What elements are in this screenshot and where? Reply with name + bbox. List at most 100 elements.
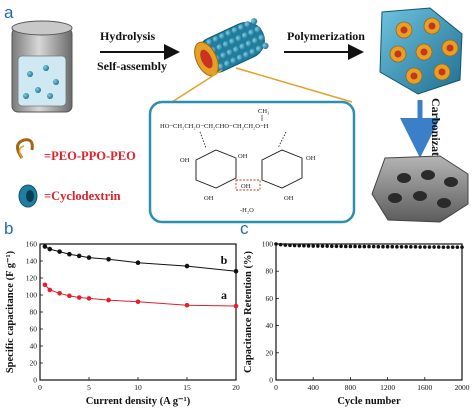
x-axis-label: Cycle number <box>337 396 401 407</box>
chem-chain-text: HO−CH₂CH₂O−CH₂CHO−CH₂CH₂O−H <box>160 123 269 130</box>
y-axis-label: Specific capacitance (F g⁻¹) <box>5 250 16 373</box>
data-point <box>450 245 455 249</box>
x-tick-label: 800 <box>345 383 357 392</box>
data-point <box>441 245 446 249</box>
rod-bead <box>225 29 232 37</box>
zoom-line-right <box>235 67 353 103</box>
chem-oh-1: OH <box>180 157 190 164</box>
legend-peo-text: =PEO-PPO-PEO <box>44 149 136 163</box>
data-point <box>288 243 292 248</box>
rod-bead <box>252 37 259 44</box>
pore-core <box>394 50 402 58</box>
data-point <box>76 253 82 259</box>
step-carbonization-label: Carbonization <box>429 98 443 172</box>
data-point <box>67 293 72 299</box>
data-point <box>106 257 111 262</box>
rod-bead <box>262 42 269 50</box>
data-point <box>330 244 334 249</box>
data-point <box>311 244 316 248</box>
rod-bead <box>258 34 265 41</box>
x-tick-label: 400 <box>308 383 320 392</box>
data-point <box>106 297 111 303</box>
rod-bead <box>219 32 226 40</box>
x-tick-label: 1200 <box>380 383 395 392</box>
chem-oh-3: OH <box>306 155 316 162</box>
data-point <box>47 246 53 252</box>
pore-core <box>438 68 446 76</box>
y-tick-label: 60 <box>30 325 38 334</box>
rod-bead <box>229 38 236 45</box>
data-point <box>76 295 82 300</box>
rod-bead <box>212 35 220 43</box>
y-tick-label: 160 <box>26 240 38 249</box>
zoom-line-left <box>171 69 223 103</box>
hexagonal-mesophase <box>379 7 463 95</box>
y-tick-label: 120 <box>26 274 38 283</box>
y-tick-label: 100 <box>262 240 274 249</box>
chem-oh-2: OH <box>238 153 248 160</box>
series-label-a: a <box>221 288 227 302</box>
data-point <box>297 243 302 248</box>
x-tick-label: 1600 <box>417 383 432 392</box>
data-point <box>446 245 450 249</box>
data-point <box>418 245 422 249</box>
y-tick-label: 80 <box>30 308 38 317</box>
data-point <box>343 244 348 249</box>
data-point <box>274 242 278 246</box>
chem-oh-bridge: OH <box>241 183 251 190</box>
data-point <box>135 260 141 266</box>
series-label-b: b <box>221 253 228 267</box>
data-point <box>404 245 409 249</box>
data-point <box>42 244 48 249</box>
rod-bead <box>206 38 213 46</box>
data-point <box>325 244 329 248</box>
chart-c: 0 400 800 1200 1600 2000 0 20 40 60 80 100 Cycle num… <box>243 240 470 408</box>
y-tick-label: 20 <box>266 348 274 357</box>
data-point <box>42 282 48 288</box>
x-tick-label: 10 <box>134 383 142 392</box>
panel-label-a: a <box>4 3 14 22</box>
data-point <box>460 245 464 249</box>
rod-bead <box>236 54 244 61</box>
data-point <box>455 245 460 249</box>
data-point <box>399 245 404 249</box>
panel-label-c: c <box>240 219 249 238</box>
data-point <box>306 244 311 248</box>
rod-bead <box>243 51 250 58</box>
y-tick-label: 100 <box>26 291 38 300</box>
x-tick-label: 5 <box>87 383 91 392</box>
x-tick-label: 2000 <box>455 383 470 392</box>
data-point <box>432 245 436 249</box>
data-point <box>390 244 395 249</box>
series-line-b <box>44 246 237 272</box>
y-tick-label: 0 <box>33 376 37 385</box>
data-point <box>86 296 92 301</box>
rod-bead <box>231 27 239 34</box>
data-point <box>233 268 239 274</box>
data-point <box>413 245 418 249</box>
y-tick-label: 40 <box>30 342 38 351</box>
rod-bead <box>230 57 237 64</box>
step-selfassembly-label: Self-assembly <box>97 59 167 73</box>
rod-bead <box>255 45 263 52</box>
data-point <box>320 244 325 248</box>
x-axis-label: Current density (A g⁻¹) <box>86 396 191 407</box>
data-point <box>395 245 399 249</box>
rod-bead <box>241 32 249 39</box>
panel-label-b: b <box>4 219 13 238</box>
data-point <box>283 243 288 247</box>
y-axis-label: Capacitance Retention (%) <box>243 251 254 373</box>
data-point <box>316 244 320 248</box>
pore-core <box>446 44 454 52</box>
data-point <box>47 287 53 293</box>
y-tick-label: 40 <box>266 321 274 330</box>
rod-bead <box>224 60 231 67</box>
data-point <box>57 249 62 254</box>
data-point <box>348 244 353 249</box>
data-point <box>292 243 297 248</box>
rod-bead <box>217 63 225 70</box>
rod-bead <box>249 48 256 55</box>
step-hydrolysis-label: Hydrolysis <box>100 29 155 43</box>
reaction-vessel <box>11 20 73 113</box>
data-point <box>233 303 239 309</box>
